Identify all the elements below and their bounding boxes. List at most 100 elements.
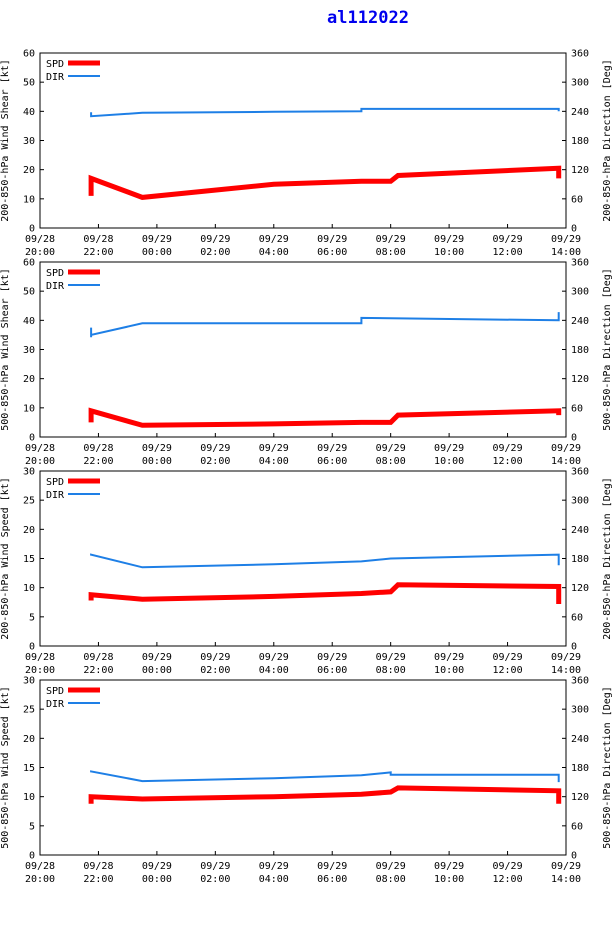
plot-frame: [39, 52, 567, 229]
x-tick-label-date: 09/29: [551, 443, 581, 454]
x-tick-label-date: 09/29: [200, 652, 230, 663]
y2-tick-label: 120: [571, 583, 589, 594]
series-line-dir: [90, 770, 560, 783]
y-axis-label: 500-850-hPa Wind Shear [kt]: [0, 268, 11, 431]
x-tick-label-date: 09/29: [434, 652, 464, 663]
y2-tick-label: 120: [571, 792, 589, 803]
series-line-spd: [88, 165, 562, 200]
y2-tick-label: 0: [571, 224, 577, 235]
y-tick-label: 5: [29, 612, 35, 623]
x-tick-label-time: 02:00: [200, 247, 230, 258]
x-tick-label-date: 09/29: [317, 443, 347, 454]
series-line-spd: [88, 407, 562, 428]
x-tick-label-date: 09/29: [376, 234, 406, 245]
x-tick-label-time: 04:00: [259, 665, 289, 676]
x-tick-label-time: 10:00: [434, 247, 464, 258]
x-tick-label-date: 09/29: [551, 652, 581, 663]
y-tick-label: 20: [23, 374, 35, 385]
y2-tick-label: 180: [571, 345, 589, 356]
x-tick-label-time: 02:00: [200, 456, 230, 467]
x-tick-label-date: 09/29: [317, 234, 347, 245]
y2-tick-label: 300: [571, 496, 589, 507]
x-tick-label-date: 09/29: [434, 861, 464, 872]
x-tick-label-time: 10:00: [434, 665, 464, 676]
x-tick-label-time: 14:00: [551, 456, 581, 467]
y2-tick-label: 360: [571, 676, 589, 687]
x-tick-label-time: 14:00: [551, 665, 581, 676]
x-tick-label-date: 09/29: [317, 652, 347, 663]
y-tick-label: 20: [23, 165, 35, 176]
x-tick-label-time: 12:00: [493, 874, 523, 885]
y2-tick-label: 0: [571, 851, 577, 862]
chart-panel-1: 0 10 20 30 40 50 60 0 60 120 180 240 300 360 09/28 20:0…: [0, 49, 613, 259]
x-tick-label-date: 09/29: [259, 443, 289, 454]
x-tick-label-time: 12:00: [493, 247, 523, 258]
y-tick-label: 15: [23, 763, 35, 774]
x-tick-label-date: 09/29: [551, 861, 581, 872]
y2-tick-label: 240: [571, 734, 589, 745]
series-line-dir: [90, 312, 560, 338]
y-tick-label: 10: [23, 792, 35, 803]
x-tick-label-date: 09/29: [434, 234, 464, 245]
y2-tick-label: 360: [571, 49, 589, 60]
y-tick-label: 30: [23, 345, 35, 356]
y2-axis-label: 500-850-hPa Direction [Deg]: [602, 268, 613, 431]
x-tick-label-time: 08:00: [376, 665, 406, 676]
y-tick-label: 10: [23, 194, 35, 205]
x-tick-label-date: 09/29: [493, 443, 523, 454]
legend-label-spd: SPD: [46, 477, 64, 488]
y2-tick-label: 240: [571, 107, 589, 118]
y-tick-label: 10: [23, 583, 35, 594]
x-tick-label-time: 22:00: [83, 874, 113, 885]
x-tick-label-date: 09/29: [142, 234, 172, 245]
x-tick-label-date: 09/29: [259, 861, 289, 872]
series-line-spd: [88, 582, 562, 604]
y2-tick-label: 180: [571, 763, 589, 774]
x-tick-label-time: 10:00: [434, 456, 464, 467]
y2-axis-label: 200-850-hPa Direction [Deg]: [602, 477, 613, 640]
y-tick-label: 60: [23, 49, 35, 60]
x-tick-label-date: 09/29: [376, 443, 406, 454]
x-tick-label-date: 09/29: [551, 234, 581, 245]
y2-tick-label: 120: [571, 374, 589, 385]
x-tick-label-time: 06:00: [317, 456, 347, 467]
x-tick-label-date: 09/28: [25, 234, 55, 245]
series-line-spd: [88, 785, 562, 804]
y-tick-label: 20: [23, 734, 35, 745]
x-tick-label-time: 22:00: [83, 456, 113, 467]
series-line-dir: [90, 553, 560, 569]
y2-tick-label: 0: [571, 642, 577, 653]
y2-axis-label: 200-850-hPa Direction [Deg]: [602, 59, 613, 222]
x-tick-label-date: 09/28: [83, 652, 113, 663]
x-tick-label-time: 14:00: [551, 874, 581, 885]
legend-label-dir: DIR: [46, 490, 65, 501]
x-tick-label-date: 09/29: [200, 861, 230, 872]
x-tick-label-date: 09/29: [142, 652, 172, 663]
y2-tick-label: 360: [571, 258, 589, 269]
x-tick-label-date: 09/29: [376, 861, 406, 872]
x-tick-label-time: 06:00: [317, 665, 347, 676]
y-tick-label: 0: [29, 224, 35, 235]
x-tick-label-time: 08:00: [376, 874, 406, 885]
x-tick-label-time: 08:00: [376, 247, 406, 258]
y2-tick-label: 60: [571, 194, 583, 205]
x-tick-label-date: 09/29: [376, 652, 406, 663]
x-tick-label-date: 09/29: [493, 652, 523, 663]
y2-tick-label: 240: [571, 316, 589, 327]
y2-tick-label: 0: [571, 433, 577, 444]
x-tick-label-date: 09/29: [493, 861, 523, 872]
y2-tick-label: 60: [571, 612, 583, 623]
x-tick-label-date: 09/28: [25, 861, 55, 872]
y-tick-label: 30: [23, 136, 35, 147]
y-tick-label: 0: [29, 851, 35, 862]
legend-label-dir: DIR: [46, 699, 65, 710]
y-tick-label: 0: [29, 642, 35, 653]
x-tick-label-time: 20:00: [25, 665, 55, 676]
y-tick-label: 40: [23, 316, 35, 327]
x-tick-label-date: 09/28: [83, 443, 113, 454]
y2-tick-label: 300: [571, 705, 589, 716]
x-tick-label-time: 14:00: [551, 247, 581, 258]
x-tick-label-time: 00:00: [142, 874, 172, 885]
y2-tick-label: 300: [571, 78, 589, 89]
x-tick-label-date: 09/29: [142, 443, 172, 454]
